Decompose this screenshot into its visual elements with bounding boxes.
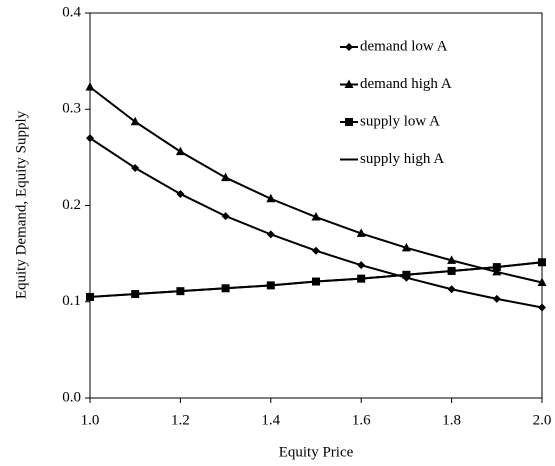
diamond-marker [86, 134, 94, 143]
legend-label: supply high A [360, 151, 444, 167]
triangle-marker [344, 79, 354, 88]
diamond-marker [492, 294, 501, 303]
x-tick-label: 2.0 [533, 412, 552, 428]
diamond-marker [312, 246, 320, 255]
triangle-marker [266, 193, 276, 203]
triangle-marker [492, 266, 502, 276]
y-tick-label: 0.2 [62, 197, 81, 213]
x-tick-label: 1.0 [81, 412, 100, 428]
plot-frame [89, 12, 543, 399]
triangle-marker [537, 277, 547, 286]
diamond-marker [131, 163, 140, 172]
y-tick-label: 0.0 [62, 389, 81, 405]
triangle-marker [85, 82, 95, 91]
triangle-marker [447, 255, 457, 264]
triangle-marker [356, 228, 366, 237]
triangle-marker [130, 116, 140, 126]
x-tick-label: 1.6 [352, 412, 371, 428]
diamond-marker [176, 189, 185, 198]
x-tick-label: 1.2 [171, 412, 190, 428]
x-axis-label: Equity Price [279, 444, 354, 460]
legend-label: supply low A [360, 113, 440, 129]
x-tick-label: 1.8 [442, 412, 461, 428]
series-line [89, 261, 543, 298]
y-tick-label: 0.3 [62, 101, 81, 117]
triangle-marker [175, 146, 185, 156]
legend-label: demand high A [360, 76, 452, 92]
diamond-marker [266, 230, 275, 239]
y-tick-label: 0.1 [62, 293, 81, 309]
diamond-marker [345, 43, 353, 51]
diamond-marker [538, 303, 546, 312]
diamond-marker [357, 261, 366, 270]
diamond-marker [447, 285, 456, 294]
y-tick-label: 0.4 [62, 4, 81, 20]
legend-label: demand low A [360, 38, 448, 54]
square-marker [345, 118, 353, 126]
diamond-marker [221, 212, 230, 221]
x-tick-label: 1.4 [261, 412, 280, 428]
triangle-marker [221, 172, 231, 182]
triangle-marker [311, 212, 321, 221]
triangle-marker [401, 242, 411, 252]
y-axis-label: Equity Demand, Equity Supply [13, 110, 29, 299]
